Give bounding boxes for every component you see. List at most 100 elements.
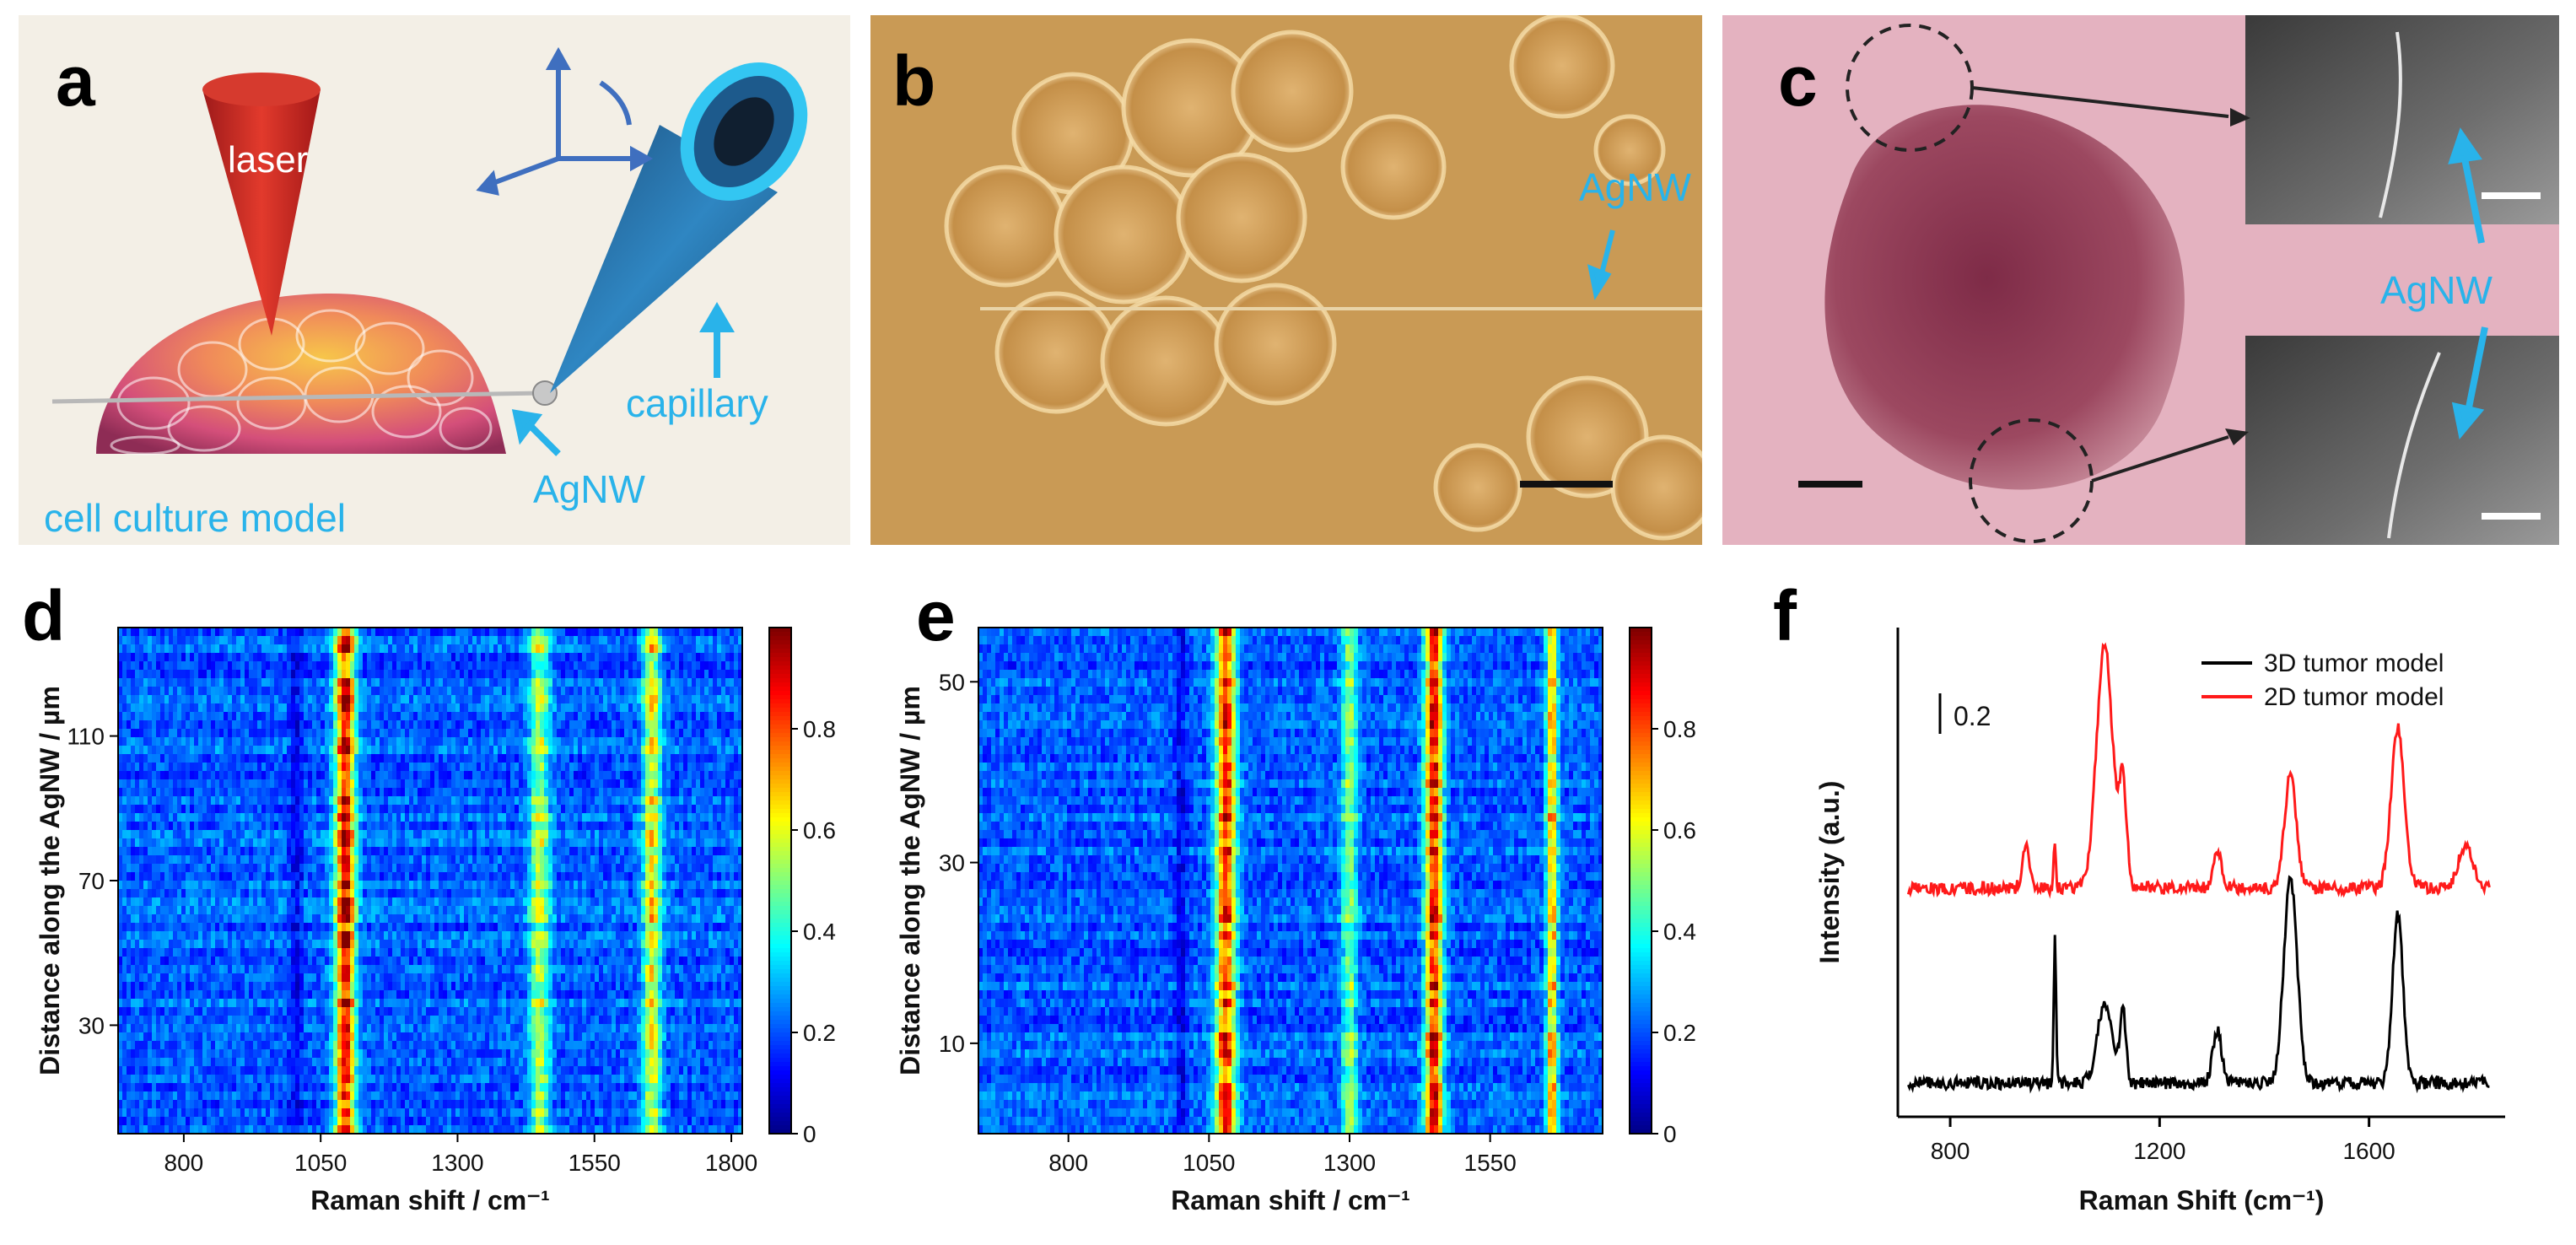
heatmap-cell — [451, 678, 456, 687]
heatmap-cell — [430, 914, 435, 924]
heatmap-cell — [131, 805, 136, 814]
heatmap-cell — [342, 889, 347, 898]
heatmap-cell — [169, 973, 174, 983]
heatmap-cell — [304, 1125, 309, 1135]
heatmap-cell — [245, 872, 250, 881]
heatmap-cell — [325, 889, 330, 898]
heatmap-cell — [253, 779, 258, 789]
heatmap-cell — [249, 763, 254, 772]
heatmap-cell — [321, 1100, 326, 1109]
heatmap-cell — [169, 1075, 174, 1084]
heatmap-cell — [367, 754, 372, 763]
heatmap-cell — [169, 813, 174, 822]
heatmap-cell — [118, 653, 123, 662]
heatmap-cell — [439, 990, 444, 1000]
heatmap-cell — [278, 982, 283, 991]
heatmap-cell — [219, 822, 224, 831]
heatmap-cell — [342, 746, 347, 755]
heatmap-cell — [295, 889, 300, 898]
heatmap-cell — [409, 805, 414, 814]
heatmap-cell — [202, 670, 207, 679]
heatmap-cell — [333, 712, 338, 721]
heatmap-cell — [367, 1041, 372, 1050]
heatmap-cell — [278, 1032, 283, 1042]
heatmap-cell — [354, 1100, 359, 1109]
heatmap-cell — [430, 687, 435, 696]
heatmap-cell — [278, 881, 283, 890]
heatmap-cell — [249, 754, 254, 763]
heatmap-cell — [261, 1100, 267, 1109]
heatmap-cell — [367, 914, 372, 924]
heatmap-cell — [405, 897, 410, 907]
heatmap-cell — [219, 644, 224, 654]
heatmap-cell — [266, 973, 271, 983]
heatmap-cell — [371, 923, 376, 932]
heatmap-cell — [266, 940, 271, 949]
heatmap-cell — [186, 973, 191, 983]
heatmap-cell — [380, 982, 385, 991]
heatmap-cell — [384, 931, 389, 940]
heatmap-cell — [139, 644, 144, 654]
heatmap-cell — [122, 1108, 127, 1118]
heatmap-cell — [266, 1125, 271, 1135]
heatmap-cell — [131, 644, 136, 654]
heatmap-cell — [148, 965, 153, 974]
heatmap-cell — [122, 771, 127, 780]
heatmap-cell — [143, 695, 148, 704]
heatmap-cell — [160, 1016, 165, 1025]
heatmap-cell — [122, 822, 127, 831]
heatmap-cell — [240, 805, 245, 814]
panel-b: AgNW b — [870, 15, 1702, 545]
heatmap-cell — [190, 1117, 195, 1126]
heatmap-cell — [186, 931, 191, 940]
heatmap-cell — [447, 965, 452, 974]
heatmap-cell — [122, 788, 127, 797]
heatmap-cell — [164, 1049, 170, 1059]
heatmap-cell — [156, 948, 161, 957]
heatmap-cell — [190, 822, 195, 831]
heatmap-cell — [443, 687, 448, 696]
heatmap-cell — [371, 931, 376, 940]
heatmap-cell — [224, 754, 229, 763]
capillary-label: capillary — [626, 381, 768, 425]
heatmap-cell — [278, 914, 283, 924]
heatmap-cell — [367, 889, 372, 898]
heatmap-cell — [215, 1024, 220, 1033]
heatmap-cell — [194, 957, 199, 966]
heatmap-cell — [312, 1007, 317, 1016]
heatmap-cell — [447, 678, 452, 687]
heatmap-cell — [194, 1075, 199, 1084]
heatmap-cell — [405, 796, 410, 806]
heatmap-cell — [266, 872, 271, 881]
heatmap-cell — [118, 906, 123, 915]
heatmap-cell — [207, 897, 212, 907]
heatmap-cell — [333, 889, 338, 898]
heatmap-cell — [122, 754, 127, 763]
heatmap-cell — [152, 855, 157, 865]
heatmap-cell — [443, 914, 448, 924]
heatmap-cell — [202, 763, 207, 772]
heatmap-cell — [380, 1007, 385, 1016]
heatmap-cell — [295, 729, 300, 738]
heatmap-cell — [224, 687, 229, 696]
heatmap-cell — [430, 653, 435, 662]
heatmap-cell — [447, 838, 452, 848]
heatmap-cell — [460, 881, 465, 890]
heatmap-cell — [207, 813, 212, 822]
heatmap-cell — [283, 830, 288, 839]
heatmap-cell — [274, 1066, 279, 1075]
heatmap-cell — [418, 628, 423, 637]
heatmap-cell — [177, 838, 182, 848]
heatmap-cell — [249, 889, 254, 898]
heatmap-cell — [384, 746, 389, 755]
heatmap-cell — [396, 661, 401, 671]
heatmap-cell — [304, 923, 309, 932]
heatmap-cell — [198, 771, 203, 780]
heatmap-cell — [261, 973, 267, 983]
heatmap-cell — [198, 636, 203, 645]
heatmap-cell — [329, 965, 334, 974]
heatmap-cell — [295, 771, 300, 780]
heatmap-cell — [325, 931, 330, 940]
heatmap-cell — [194, 931, 199, 940]
heatmap-cell — [358, 720, 364, 730]
